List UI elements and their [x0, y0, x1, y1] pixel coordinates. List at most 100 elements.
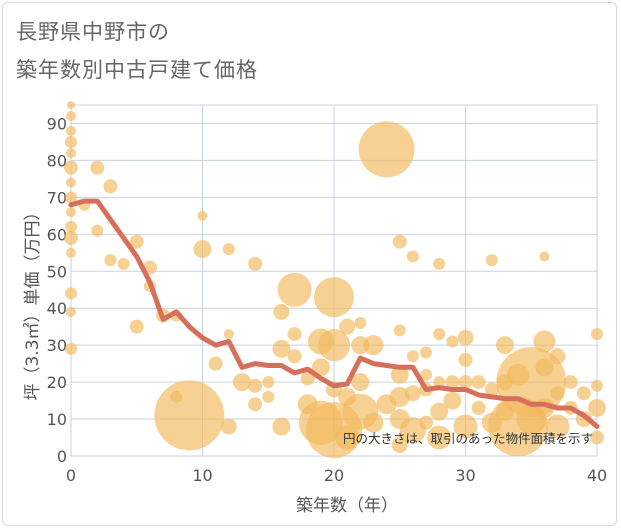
y-tick-label: 10 — [47, 410, 67, 429]
y-axis-label: 坪（3.3㎡）単価（万円） — [23, 203, 43, 400]
bubble-point — [335, 425, 360, 450]
bubble-point — [287, 327, 302, 342]
x-tick-label: 0 — [66, 466, 76, 485]
bubble-point — [104, 254, 117, 267]
bubble-point — [287, 349, 302, 364]
bubble-point — [65, 191, 77, 204]
bubble-point — [419, 415, 434, 430]
x-tick-label: 10 — [192, 466, 212, 485]
chart-title-line1: 長野県中野市の — [16, 20, 170, 44]
bubble-point — [457, 329, 474, 346]
bubble-point — [390, 365, 409, 384]
bubble-point — [563, 375, 578, 390]
y-tick-labels: 0 10 20 30 40 50 60 70 80 90 — [47, 114, 67, 466]
x-axis-label: 築年数（年） — [296, 496, 398, 516]
bubble-point — [232, 373, 251, 392]
bubble-point — [588, 398, 606, 417]
bubble-point — [272, 417, 291, 436]
bubble-point — [351, 373, 370, 392]
bubble-point — [590, 430, 604, 445]
y-tick-label: 80 — [47, 151, 67, 170]
bubble-point — [389, 386, 410, 407]
bubble-point — [485, 254, 498, 267]
x-tick-label: 40 — [587, 466, 607, 485]
bubble-point — [591, 379, 603, 392]
bubble-point — [103, 179, 118, 194]
bubble-point — [220, 418, 237, 435]
bubble-point — [300, 371, 315, 386]
bubble-point — [66, 111, 76, 122]
bubble-point — [433, 376, 446, 389]
bubble-point — [66, 306, 76, 317]
bubble-point — [193, 240, 212, 259]
bubble-point — [314, 277, 354, 318]
y-tick-label: 0 — [57, 447, 67, 466]
bubble-point — [197, 210, 208, 221]
bubble-point — [443, 391, 462, 410]
bubble-point — [404, 385, 421, 402]
y-tick-label: 60 — [47, 225, 67, 244]
bubble-point — [495, 336, 514, 355]
bubble-point — [91, 224, 104, 237]
bubble-point — [273, 303, 290, 320]
bubble-point — [535, 358, 554, 377]
bubble-point — [67, 101, 75, 109]
bubble-point — [430, 402, 449, 421]
bubble-point — [65, 220, 77, 233]
bubble-point — [90, 160, 105, 175]
bubble-point — [65, 342, 77, 355]
bubble-point — [277, 272, 312, 307]
bubble-point — [248, 397, 263, 412]
bubble-point — [446, 335, 459, 348]
y-tick-label: 90 — [47, 114, 67, 133]
bubble-point — [458, 375, 473, 390]
bubble-point — [545, 414, 570, 439]
bubble-point — [392, 234, 407, 249]
bubble-point — [66, 207, 76, 218]
bubble-point — [549, 348, 566, 365]
x-tick-label: 30 — [455, 466, 475, 485]
bubble-point — [262, 390, 275, 403]
bubble-point — [262, 376, 275, 389]
bubble-point — [420, 368, 433, 381]
bubble-point — [363, 335, 384, 356]
bubble-point — [65, 135, 77, 148]
bubble-series — [64, 101, 606, 459]
chart-title-line2: 築年数別中古戸建て価格 — [16, 58, 258, 82]
bubble-point — [433, 257, 446, 270]
bubble-point — [129, 234, 144, 249]
bubble-point — [66, 125, 76, 136]
bubble-point — [420, 346, 433, 359]
y-tick-label: 20 — [47, 373, 67, 392]
bubble-point — [445, 375, 460, 390]
bubble-point — [576, 386, 591, 401]
x-tick-label: 20 — [324, 466, 344, 485]
y-tick-label: 40 — [47, 299, 67, 318]
bubble-point — [223, 329, 234, 340]
bubble-point — [248, 256, 263, 271]
bubble-point — [484, 382, 499, 397]
bubble-point — [66, 148, 76, 159]
bubble-point — [248, 378, 263, 393]
bubble-point — [272, 339, 291, 358]
bubble-point — [539, 251, 550, 262]
bubble-point — [354, 316, 367, 329]
x-tick-labels: 0 10 20 30 40 — [66, 466, 607, 485]
bubble-point — [591, 328, 603, 341]
bubble-size-note: 円の大きさは、取引のあった物件面積を示す — [343, 431, 593, 446]
bubble-point — [406, 250, 419, 263]
bubble-point — [471, 400, 486, 415]
bubble-point — [117, 257, 130, 270]
bubble-point — [154, 380, 225, 451]
bubble-point — [222, 243, 235, 256]
bubble-point — [533, 330, 556, 353]
bubble-point — [358, 121, 415, 178]
bubble-point — [406, 350, 419, 363]
y-tick-label: 70 — [47, 188, 67, 207]
bubble-point — [363, 412, 384, 433]
bubble-point — [311, 358, 330, 377]
bubble-point — [64, 160, 78, 175]
bubble-point — [550, 386, 565, 401]
bubble-point — [458, 352, 473, 367]
